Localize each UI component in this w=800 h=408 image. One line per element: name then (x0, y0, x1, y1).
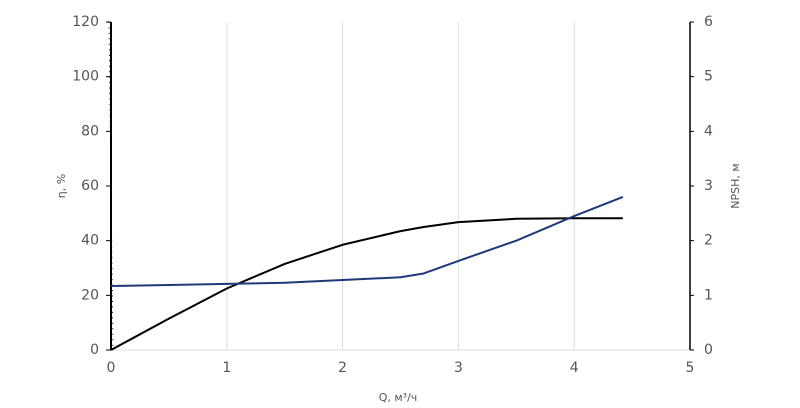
y2-tick-label: 4 (704, 123, 713, 139)
y2-tick-label: 3 (704, 178, 713, 194)
y2-tick-label: 0 (704, 342, 713, 358)
x-tick-label: 2 (338, 360, 347, 376)
x-axis-label: Q, м³/ч (379, 391, 418, 404)
y2-tick-label: 2 (704, 233, 713, 249)
y2-tick-label: 1 (704, 287, 713, 303)
x-tick-label: 5 (686, 360, 695, 376)
series-line (110, 196, 624, 288)
y-tick-label: 0 (90, 342, 99, 358)
x-tick-label: 3 (454, 360, 463, 376)
x-tick-label: 4 (570, 360, 579, 376)
y-tick-label: 20 (81, 287, 99, 303)
y-axis-label: η, % (55, 174, 68, 198)
y-tick-label: 60 (81, 178, 99, 194)
y2-tick-label: 5 (704, 69, 713, 85)
y-tick-label: 40 (81, 233, 99, 249)
y2-tick-label: 6 (704, 14, 713, 30)
y-tick-label: 100 (72, 69, 99, 85)
x-tick-label: 0 (107, 360, 116, 376)
y2-axis-label: NPSH, м (729, 163, 742, 208)
series-line (110, 217, 623, 351)
y-tick-label: 80 (81, 123, 99, 139)
y-tick-label: 120 (72, 14, 99, 30)
x-tick-label: 1 (222, 360, 231, 376)
